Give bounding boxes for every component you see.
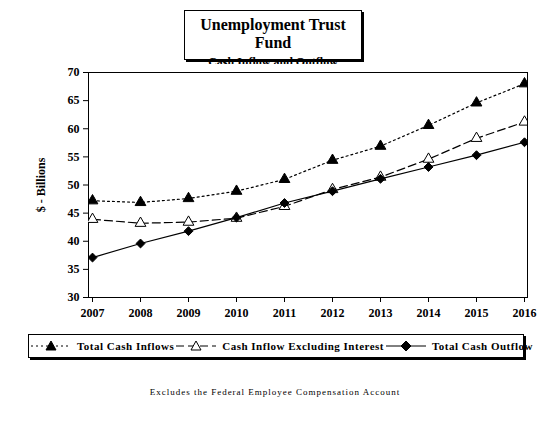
svg-text:2014: 2014 [417,306,441,320]
svg-text:30: 30 [68,290,80,304]
svg-text:45: 45 [68,206,80,220]
svg-text:2010: 2010 [225,306,249,320]
html-text:Total Cash Outflow: Total Cash Outflow [432,340,533,352]
html-text:Excludes the Federal Employee: Excludes the Federal Employee Compensati… [149,387,401,397]
svg-text:2009: 2009 [177,306,201,320]
svg-text:2008: 2008 [129,306,153,320]
svg-text:50: 50 [68,178,80,192]
svg-text:2013: 2013 [369,306,393,320]
svg-text:55: 55 [68,150,80,164]
html-text:Total Cash Inflows: Total Cash Inflows [77,340,175,352]
svg-text:2015: 2015 [465,306,489,320]
svg-text:35: 35 [68,262,80,276]
svg-text:2016: 2016 [513,306,537,320]
svg-text:$ - Billions: $ - Billions [34,157,48,212]
svg-text:70: 70 [68,65,80,79]
svg-text:65: 65 [68,93,80,107]
html-text:Unemployment Trust Fund: Unemployment Trust Fund [200,16,346,51]
svg-text:2011: 2011 [273,306,296,320]
svg-text:60: 60 [68,122,80,136]
svg-text:40: 40 [68,234,80,248]
html-text:Cash Inflow Excluding Interest: Cash Inflow Excluding Interest [222,340,384,352]
svg-text:2007: 2007 [81,306,105,320]
html-text:Cash Inflow and Outflow: Cash Inflow and Outflow [208,55,338,69]
svg-text:2012: 2012 [321,306,345,320]
